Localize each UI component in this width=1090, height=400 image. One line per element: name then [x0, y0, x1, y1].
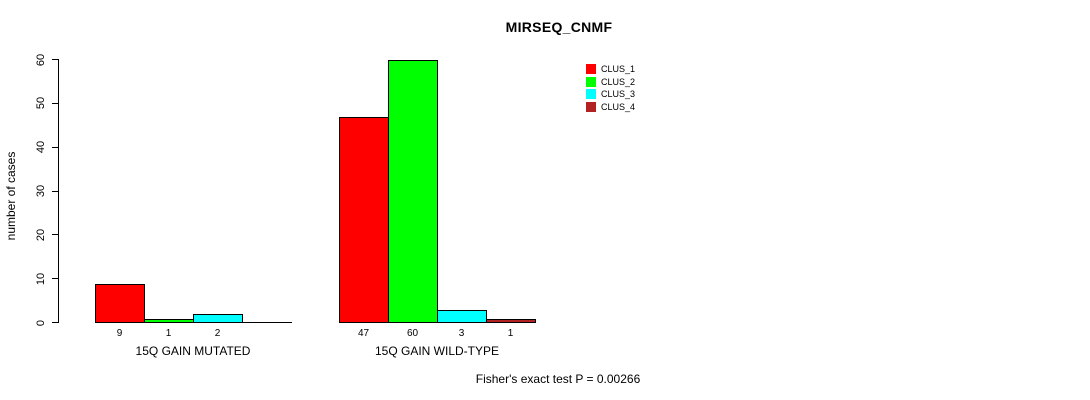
- y-axis-tick-label: 30: [35, 184, 47, 198]
- legend-item: CLUS_1: [586, 64, 635, 74]
- y-axis-tick-label: 20: [35, 228, 47, 241]
- legend-label: CLUS_4: [601, 101, 636, 112]
- legend: CLUS_1 CLUS_2 CLUS_3 CLUS_4: [586, 64, 635, 114]
- legend-label: CLUS_2: [601, 76, 636, 87]
- y-axis-tick-label: 0: [35, 319, 47, 326]
- y-axis-tick-label: 50: [35, 97, 47, 110]
- bar-clus_1: [95, 284, 145, 323]
- bar-value-label: 3: [458, 328, 465, 339]
- legend-label: CLUS_3: [601, 89, 636, 99]
- bar-value-label: 47: [357, 328, 370, 339]
- legend-swatch-clus_2: [586, 76, 596, 87]
- y-axis-tick-label: 40: [35, 141, 47, 154]
- y-axis-tick: [52, 278, 58, 280]
- bar-clus_3: [437, 310, 487, 323]
- bar-value-label: 2: [214, 328, 221, 339]
- bar-clus_1: [339, 117, 389, 323]
- group-label: 15Q GAIN WILD-TYPE: [374, 344, 500, 358]
- y-axis-line: [58, 59, 59, 323]
- legend-swatch-clus_1: [586, 64, 596, 74]
- legend-swatch-clus_3: [586, 89, 596, 99]
- fisher-test-annotation: Fisher's exact test P = 0.00266: [475, 372, 641, 386]
- y-axis-label: number of cases: [4, 151, 18, 241]
- bar-clus_4: [486, 319, 536, 323]
- bar-value-label: 1: [165, 328, 172, 339]
- legend-label: CLUS_1: [601, 64, 636, 74]
- chart-title: MIRSEQ_CNMF: [505, 19, 613, 35]
- y-axis-tick-label: 10: [35, 272, 47, 285]
- y-axis-tick: [52, 59, 58, 60]
- legend-swatch-clus_4: [586, 101, 596, 112]
- bar-clus_2: [144, 319, 194, 323]
- y-axis-tick: [52, 146, 58, 148]
- bar-value-label: 60: [406, 328, 419, 339]
- bar-value-label: 1: [507, 328, 514, 339]
- y-axis-tick: [52, 190, 58, 192]
- y-axis-tick: [52, 322, 58, 323]
- y-axis-tick: [52, 234, 58, 236]
- y-axis-tick-label: 60: [35, 53, 47, 66]
- bar-clus_3: [193, 314, 243, 323]
- legend-item: CLUS_2: [586, 76, 636, 87]
- legend-item: CLUS_3: [586, 89, 635, 99]
- y-axis-tick: [52, 102, 58, 104]
- bar-clus_2: [388, 60, 438, 323]
- bar-value-label: 9: [116, 328, 123, 339]
- legend-item: CLUS_4: [586, 101, 636, 112]
- group-label: 15Q GAIN MUTATED: [135, 344, 251, 358]
